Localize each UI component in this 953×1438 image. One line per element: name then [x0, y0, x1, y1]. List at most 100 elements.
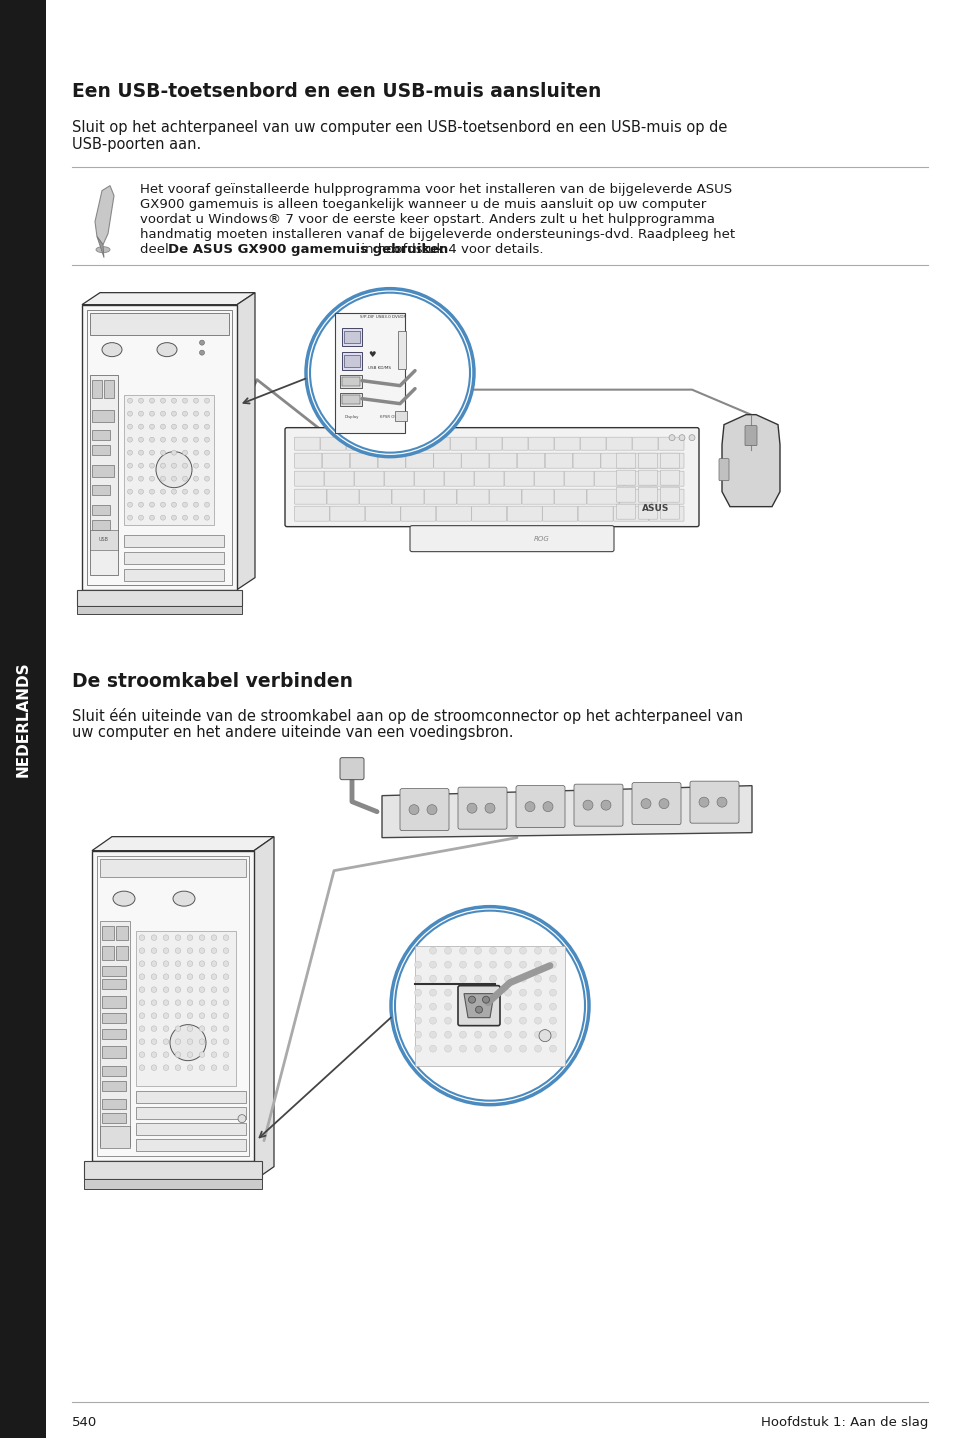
Circle shape — [175, 999, 181, 1005]
FancyBboxPatch shape — [91, 380, 102, 398]
Circle shape — [444, 961, 451, 968]
Circle shape — [459, 1045, 466, 1053]
Circle shape — [414, 1017, 421, 1024]
FancyBboxPatch shape — [616, 487, 635, 502]
Circle shape — [504, 948, 511, 955]
Circle shape — [504, 989, 511, 997]
FancyBboxPatch shape — [638, 453, 657, 469]
Text: NEDERLANDS: NEDERLANDS — [15, 661, 30, 777]
Circle shape — [172, 450, 176, 456]
Circle shape — [128, 463, 132, 469]
FancyBboxPatch shape — [91, 535, 110, 545]
Circle shape — [128, 489, 132, 495]
Text: deel: deel — [140, 243, 172, 256]
Circle shape — [519, 1017, 526, 1024]
FancyBboxPatch shape — [294, 437, 319, 450]
Circle shape — [475, 1007, 482, 1014]
Circle shape — [150, 450, 154, 456]
Circle shape — [139, 1025, 145, 1031]
FancyBboxPatch shape — [339, 758, 364, 779]
Circle shape — [128, 515, 132, 521]
Circle shape — [519, 948, 526, 955]
Circle shape — [306, 289, 474, 457]
FancyBboxPatch shape — [339, 393, 361, 406]
Circle shape — [160, 515, 165, 521]
FancyBboxPatch shape — [461, 453, 489, 469]
Circle shape — [549, 1045, 556, 1053]
Circle shape — [204, 411, 210, 416]
FancyBboxPatch shape — [136, 1123, 246, 1135]
FancyBboxPatch shape — [116, 926, 128, 939]
FancyBboxPatch shape — [102, 966, 126, 975]
FancyBboxPatch shape — [346, 437, 372, 450]
FancyBboxPatch shape — [578, 506, 613, 521]
FancyBboxPatch shape — [564, 472, 594, 486]
Circle shape — [482, 997, 489, 1004]
Circle shape — [151, 1025, 156, 1031]
Circle shape — [223, 935, 229, 940]
FancyBboxPatch shape — [504, 472, 534, 486]
Text: Het vooraf geïnstalleerde hulpprogramma voor het installeren van de bijgeleverde: Het vooraf geïnstalleerde hulpprogramma … — [140, 183, 731, 196]
Circle shape — [474, 948, 481, 955]
Circle shape — [429, 1004, 436, 1009]
FancyBboxPatch shape — [91, 851, 253, 1160]
FancyBboxPatch shape — [392, 489, 423, 505]
FancyBboxPatch shape — [744, 426, 757, 446]
Circle shape — [172, 476, 176, 482]
Circle shape — [391, 906, 588, 1104]
Circle shape — [459, 1004, 466, 1009]
Circle shape — [151, 1038, 156, 1044]
Polygon shape — [463, 994, 494, 1018]
FancyBboxPatch shape — [341, 377, 359, 385]
Circle shape — [211, 961, 216, 966]
Circle shape — [172, 489, 176, 495]
Text: Sluit één uiteinde van de stroomkabel aan op de stroomconnector op het achterpan: Sluit één uiteinde van de stroomkabel aa… — [71, 707, 742, 723]
Circle shape — [524, 801, 535, 811]
Circle shape — [534, 948, 541, 955]
FancyBboxPatch shape — [476, 437, 501, 450]
Circle shape — [459, 989, 466, 997]
Circle shape — [150, 476, 154, 482]
Circle shape — [549, 961, 556, 968]
Circle shape — [489, 1017, 496, 1024]
Circle shape — [199, 341, 204, 345]
FancyBboxPatch shape — [689, 781, 739, 823]
FancyBboxPatch shape — [124, 535, 224, 546]
FancyBboxPatch shape — [77, 605, 242, 614]
FancyBboxPatch shape — [616, 453, 635, 469]
Circle shape — [414, 1045, 421, 1053]
Circle shape — [699, 797, 708, 807]
Circle shape — [138, 502, 143, 508]
Circle shape — [223, 1038, 229, 1044]
Circle shape — [172, 411, 176, 416]
Circle shape — [193, 437, 198, 441]
Circle shape — [504, 1004, 511, 1009]
Circle shape — [138, 437, 143, 441]
FancyBboxPatch shape — [424, 437, 450, 450]
FancyBboxPatch shape — [294, 506, 329, 521]
FancyBboxPatch shape — [102, 1045, 126, 1058]
Circle shape — [139, 948, 145, 953]
Circle shape — [211, 1025, 216, 1031]
Circle shape — [474, 1004, 481, 1009]
Circle shape — [199, 1066, 205, 1070]
Circle shape — [182, 437, 188, 441]
FancyBboxPatch shape — [104, 380, 113, 398]
Circle shape — [489, 948, 496, 955]
Circle shape — [534, 1017, 541, 1024]
Text: in hoofdstuk 4 voor details.: in hoofdstuk 4 voor details. — [356, 243, 543, 256]
Circle shape — [489, 989, 496, 997]
Circle shape — [138, 515, 143, 521]
Circle shape — [542, 801, 553, 811]
Circle shape — [138, 424, 143, 429]
Circle shape — [199, 1051, 205, 1057]
Circle shape — [163, 961, 169, 966]
FancyBboxPatch shape — [516, 785, 564, 828]
FancyBboxPatch shape — [136, 930, 235, 1086]
Circle shape — [549, 989, 556, 997]
FancyBboxPatch shape — [100, 858, 246, 877]
Circle shape — [128, 424, 132, 429]
Circle shape — [160, 502, 165, 508]
Circle shape — [193, 502, 198, 508]
Text: ASUS: ASUS — [641, 503, 669, 513]
